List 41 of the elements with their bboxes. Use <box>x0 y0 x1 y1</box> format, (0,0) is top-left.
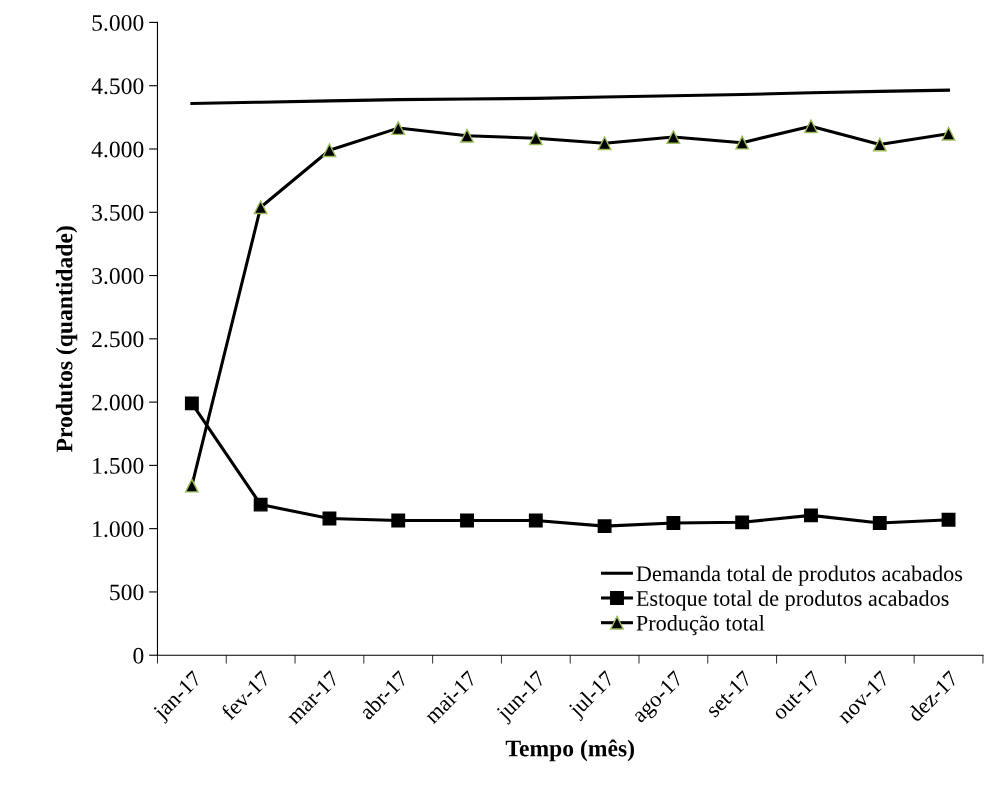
y-tick-label: 3.000 <box>92 268 144 285</box>
point <box>184 478 199 493</box>
point <box>528 513 543 528</box>
point <box>666 516 681 530</box>
y-tick-label: 2.000 <box>92 394 144 411</box>
point <box>941 512 956 527</box>
point <box>872 516 887 530</box>
point <box>804 508 818 523</box>
point <box>872 137 887 152</box>
point <box>391 121 406 136</box>
legend-label: Produção total <box>636 615 765 636</box>
point <box>391 513 406 528</box>
point <box>322 511 337 526</box>
y-tick-label: 1.500 <box>93 457 144 474</box>
line-series <box>190 88 951 105</box>
point <box>735 135 750 150</box>
point <box>597 136 612 151</box>
x-axis-title: Tempo (mês) <box>505 739 634 762</box>
point <box>941 126 956 141</box>
legend-label: Estoque total de produtos acabados <box>636 590 949 611</box>
legend-label: Demanda total de produtos acabados <box>636 565 963 586</box>
y-tick-label: 4.000 <box>91 141 144 158</box>
point <box>735 515 750 530</box>
point <box>253 200 268 215</box>
y-tick-label: 2.500 <box>92 331 144 348</box>
point <box>528 131 543 146</box>
y-tick-label: 3.500 <box>92 204 144 221</box>
y-tick-label: 0 <box>133 647 144 664</box>
y-axis-title: Produtos (quantidade) <box>55 226 78 453</box>
y-tick-label: 4.500 <box>91 78 144 95</box>
point <box>597 519 612 534</box>
y-tick-label: 5.000 <box>92 14 144 31</box>
y-tick-label: 1.000 <box>93 521 144 538</box>
point <box>460 128 474 143</box>
point <box>253 497 268 512</box>
point <box>184 396 199 411</box>
point <box>322 143 337 158</box>
point <box>666 130 681 144</box>
point <box>804 119 818 134</box>
y-tick-label: 500 <box>110 584 144 601</box>
point <box>460 513 474 528</box>
